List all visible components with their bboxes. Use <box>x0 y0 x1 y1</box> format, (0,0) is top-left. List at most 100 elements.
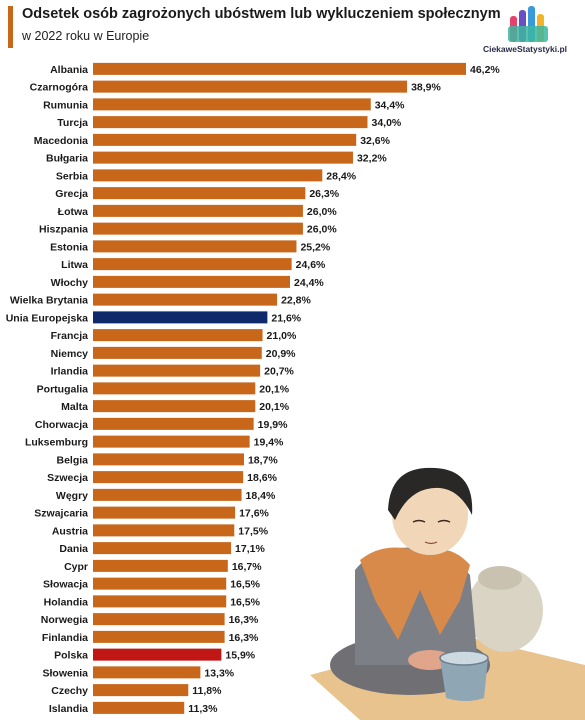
category-label: Serbia <box>56 170 88 182</box>
bar <box>93 559 228 572</box>
bar <box>93 595 227 608</box>
bar <box>93 542 232 555</box>
bar <box>93 471 244 484</box>
value-label: 28,4% <box>326 170 356 182</box>
value-label: 19,9% <box>258 419 288 431</box>
category-label: Włochy <box>51 277 88 289</box>
value-label: 16,7% <box>232 561 262 573</box>
bar <box>93 488 242 501</box>
bar <box>93 524 235 537</box>
category-label: Holandia <box>44 596 88 608</box>
bar <box>93 275 290 288</box>
title-accent-bar <box>8 6 13 48</box>
value-label: 25,2% <box>300 241 330 253</box>
value-label: 32,2% <box>357 153 387 165</box>
value-label: 20,7% <box>264 366 294 378</box>
category-label: Unia Europejska <box>6 312 88 324</box>
bar <box>93 346 262 359</box>
chart-title: Odsetek osób zagrożonych ubóstwem lub wy… <box>22 6 501 22</box>
category-label: Wielka Brytania <box>10 295 88 307</box>
value-label: 46,2% <box>470 64 500 76</box>
chart-subtitle: w 2022 roku w Europie <box>22 29 150 43</box>
category-label: Cypr <box>64 561 88 573</box>
category-label: Luksemburg <box>25 437 88 449</box>
value-label: 17,6% <box>239 508 269 520</box>
category-label: Finlandia <box>42 632 88 644</box>
category-label: Niemcy <box>51 348 89 360</box>
category-label: Belgia <box>56 454 88 466</box>
bar <box>93 417 254 430</box>
category-label: Francja <box>51 330 89 342</box>
category-label: Estonia <box>50 241 88 253</box>
category-label: Albania <box>50 64 88 76</box>
bar <box>93 400 256 413</box>
value-label: 17,5% <box>238 525 268 537</box>
value-label: 20,1% <box>259 401 289 413</box>
bar <box>93 435 250 448</box>
category-label: Bułgaria <box>46 153 88 165</box>
value-label: 20,9% <box>266 348 296 360</box>
bar <box>93 453 244 466</box>
bar <box>93 187 306 200</box>
category-label: Czarnogóra <box>30 82 89 94</box>
value-label: 21,0% <box>267 330 297 342</box>
value-label: 24,6% <box>296 259 326 271</box>
value-label: 24,4% <box>294 277 324 289</box>
bar <box>93 204 303 217</box>
value-label: 18,6% <box>247 472 277 484</box>
category-label: Portugalia <box>37 383 89 395</box>
poverty-illustration <box>310 467 585 720</box>
value-label: 21,6% <box>271 312 301 324</box>
category-label: Słowenia <box>42 667 88 679</box>
bar <box>93 116 368 129</box>
bar <box>93 701 185 714</box>
value-label: 13,3% <box>204 667 234 679</box>
category-label: Łotwa <box>58 206 88 218</box>
value-label: 26,0% <box>307 206 337 218</box>
category-label: Islandia <box>49 703 88 715</box>
bar <box>93 648 222 661</box>
value-label: 16,5% <box>230 579 260 591</box>
category-label: Rumunia <box>43 99 88 111</box>
bar <box>93 258 292 271</box>
category-label: Słowacja <box>43 579 88 591</box>
category-label: Dania <box>59 543 88 555</box>
bar <box>93 684 189 697</box>
bar <box>93 222 303 235</box>
bar <box>93 311 268 324</box>
bar <box>93 613 225 626</box>
category-label: Malta <box>61 401 88 413</box>
value-label: 15,9% <box>225 650 255 662</box>
category-label: Czechy <box>51 685 88 697</box>
category-label: Macedonia <box>34 135 88 147</box>
logo-text: CiekaweStatystyki.pl <box>482 44 568 54</box>
value-label: 11,8% <box>192 685 222 697</box>
bar <box>93 62 466 75</box>
bar <box>93 98 371 111</box>
value-label: 38,9% <box>411 82 441 94</box>
category-label: Szwecja <box>47 472 88 484</box>
bar <box>93 666 201 679</box>
bar <box>93 169 323 182</box>
value-label: 26,0% <box>307 224 337 236</box>
value-label: 18,7% <box>248 454 278 466</box>
bar <box>93 240 297 253</box>
bar <box>93 382 256 395</box>
value-label: 11,3% <box>188 703 218 715</box>
value-label: 34,4% <box>375 99 405 111</box>
category-label: Austria <box>52 525 88 537</box>
category-label: Węgry <box>56 490 88 502</box>
category-label: Turcja <box>57 117 88 129</box>
logo-icon <box>508 6 548 42</box>
value-label: 17,1% <box>235 543 265 555</box>
bar <box>93 506 236 519</box>
category-label: Irlandia <box>51 366 89 378</box>
bar <box>93 630 225 643</box>
category-label: Litwa <box>61 259 88 271</box>
bar <box>93 80 408 93</box>
bar <box>93 329 263 342</box>
value-label: 34,0% <box>372 117 402 129</box>
value-label: 26,3% <box>309 188 339 200</box>
value-label: 16,3% <box>229 632 259 644</box>
